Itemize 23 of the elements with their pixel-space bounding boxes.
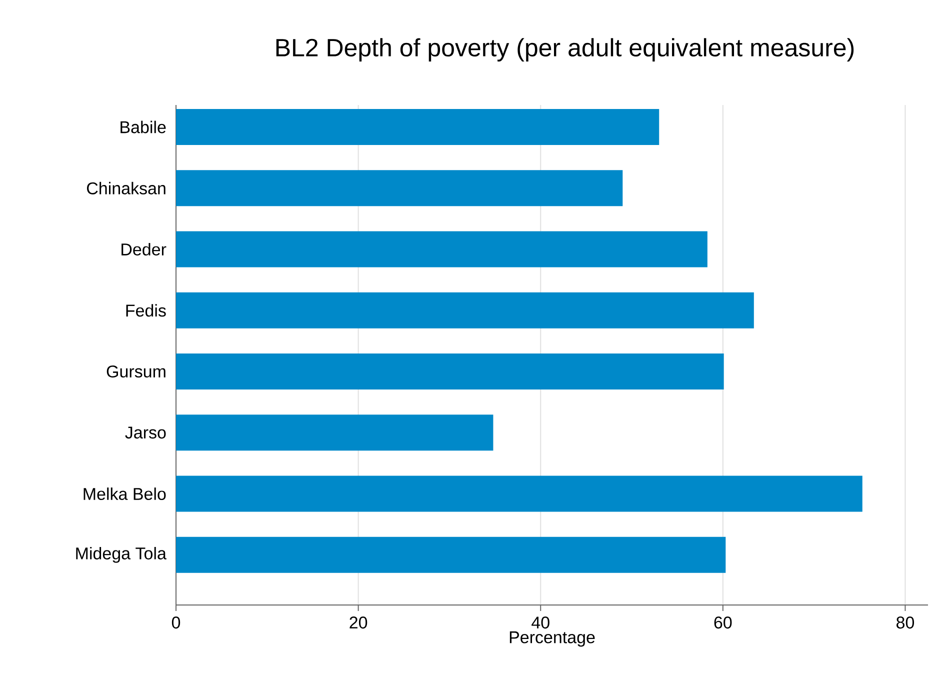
- chart-title: BL2 Depth of poverty (per adult equivalent measure): [276, 38, 854, 62]
- bar: [176, 354, 724, 390]
- bar: [176, 231, 708, 268]
- x-tick-label: 40: [532, 616, 550, 629]
- x-axis-title: Percentage: [510, 631, 595, 647]
- bar: [176, 414, 494, 451]
- y-tick-label: Chinaksan: [87, 182, 166, 194]
- bar: [176, 292, 754, 328]
- y-tick-label: Midega Tola: [76, 546, 166, 563]
- x-tick-label: 80: [896, 616, 914, 629]
- y-tick-label: Deder: [122, 243, 166, 256]
- x-tick-label: 60: [714, 616, 732, 629]
- x-tick-label: 20: [350, 616, 368, 629]
- y-tick-label: Babile: [120, 120, 166, 134]
- y-tick-label: Fedis: [126, 304, 166, 317]
- bar: [176, 170, 623, 206]
- y-tick-label: Jarso: [125, 426, 166, 439]
- bar: [176, 536, 726, 573]
- bar: [176, 476, 862, 512]
- bar: [176, 109, 660, 146]
- y-tick-label: Melka Belo: [84, 488, 166, 500]
- x-tick-label: 0: [172, 616, 180, 629]
- y-tick-label: Gursum: [106, 365, 166, 378]
